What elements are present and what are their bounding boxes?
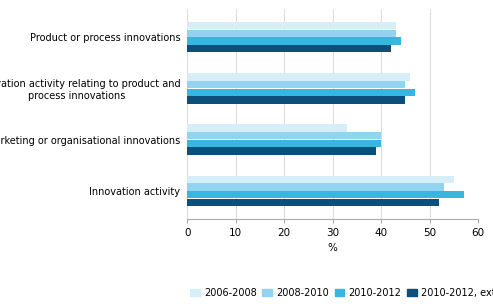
Bar bbox=[187, 96, 405, 104]
Bar bbox=[187, 22, 396, 29]
X-axis label: %: % bbox=[328, 244, 338, 254]
Bar bbox=[187, 132, 381, 140]
Bar bbox=[187, 176, 454, 183]
Bar bbox=[187, 199, 439, 206]
Bar bbox=[187, 73, 410, 81]
Bar bbox=[187, 124, 347, 132]
Bar bbox=[187, 191, 463, 198]
Bar bbox=[187, 37, 401, 45]
Bar bbox=[187, 140, 381, 147]
Bar bbox=[187, 30, 396, 37]
Legend: 2006-2008, 2008-2010, 2010-2012, 2010-2012, extended industries: 2006-2008, 2008-2010, 2010-2012, 2010-20… bbox=[186, 284, 493, 302]
Bar bbox=[187, 45, 391, 52]
Bar bbox=[187, 183, 444, 191]
Bar bbox=[187, 147, 377, 155]
Bar bbox=[187, 81, 405, 88]
Bar bbox=[187, 88, 415, 96]
